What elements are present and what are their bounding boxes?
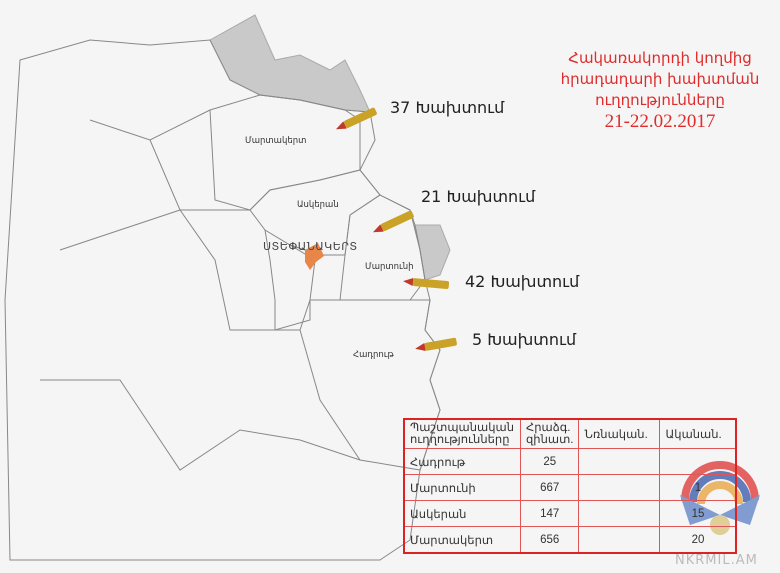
- column-header: Պաշտպանական ուղղությունները: [403, 418, 521, 449]
- table-cell: Մարտակերտ: [403, 526, 521, 554]
- table-cell: 15: [659, 500, 737, 527]
- table-cell: [578, 474, 661, 501]
- table-cell: 656: [519, 526, 580, 554]
- region-label-martakert: Մարտակերտ: [245, 136, 307, 146]
- capital-label: ՍՏԵՓԱՆԱԿԵՐՏ: [263, 240, 358, 253]
- stepanakert-marker: [305, 243, 324, 270]
- region-label-hadrut: Հադրութ: [353, 350, 394, 360]
- table-cell: 147: [519, 500, 580, 527]
- violation-count: 42 Խախտում: [465, 272, 580, 291]
- column-header: Ականան.: [659, 418, 737, 449]
- table-cell: [659, 448, 737, 475]
- bullet-icon: [372, 210, 414, 233]
- table-cell: [578, 526, 661, 554]
- table-row: Ասկերան 147 15: [403, 500, 737, 527]
- table-cell: 1: [659, 474, 737, 501]
- bullet-icon: [403, 278, 450, 289]
- title-date: 21-22.02.2017: [604, 111, 716, 132]
- table-row: Մարտունի 667 1: [403, 474, 737, 501]
- table-cell: Ասկերան: [403, 500, 521, 527]
- table-cell: [578, 500, 661, 527]
- column-header: Նռնական.: [578, 418, 661, 449]
- table-cell: 25: [519, 448, 580, 475]
- violation-count: 5 Խախտում: [472, 330, 577, 349]
- title-line: ուղղությունները: [595, 91, 725, 109]
- violation-count: 21 Խախտում: [421, 187, 536, 206]
- table-row: Մարտակերտ 656 20: [403, 526, 737, 554]
- title-line: հրադադարի խախտման: [560, 70, 760, 88]
- table-cell: 667: [519, 474, 580, 501]
- region-border-martuni: [339, 194, 426, 301]
- table-cell: [578, 448, 661, 475]
- region-label-askeran: Ասկերան: [297, 200, 339, 210]
- region-label-martuni: Մարտունի: [365, 262, 414, 272]
- occupied-area: [209, 14, 371, 113]
- bullet-icon: [415, 337, 457, 351]
- table-cell: Մարտունի: [403, 474, 521, 501]
- table-cell: Հադրութ: [403, 448, 521, 475]
- table-row: Հադրութ 25: [403, 448, 737, 475]
- table-cell: 20: [659, 526, 737, 554]
- region-border-hadrut: [299, 299, 441, 471]
- column-header: Հրաձգ. զինատ.: [519, 418, 580, 449]
- violation-count: 37 Խախտում: [390, 98, 505, 117]
- bullet-icon: [335, 107, 377, 130]
- map-title: Հակառակորդի կողմից հրադադարի խախտման ուղ…: [545, 48, 775, 132]
- watermark: NKRMIL.AM: [675, 553, 758, 568]
- violations-table: Պաշտպանական ուղղությունները Հրաձգ. զինատ…: [403, 418, 738, 554]
- table-header-row: Պաշտպանական ուղղությունները Հրաձգ. զինատ…: [403, 418, 737, 449]
- title-line: Հակառակորդի կողմից: [568, 49, 752, 67]
- region-border-martakert: [209, 94, 361, 211]
